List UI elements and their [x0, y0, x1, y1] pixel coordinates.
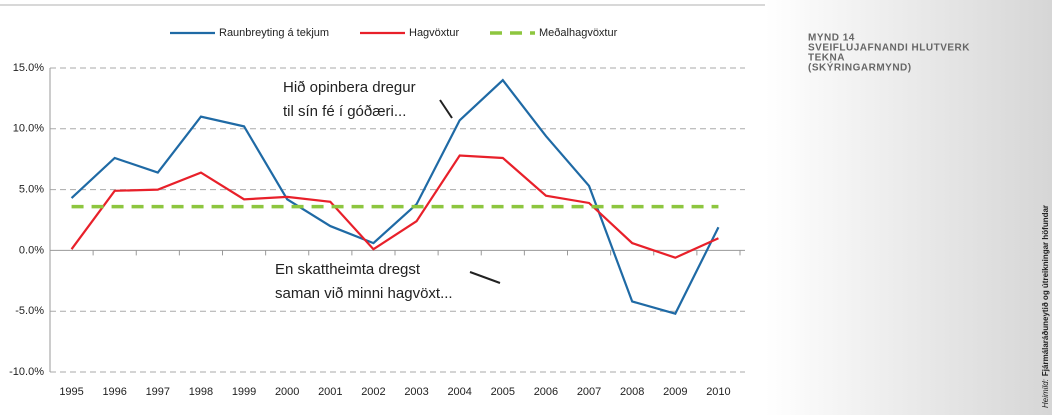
- source-text: Fjármálaráðuneytið og útreikningar höfun…: [1041, 205, 1050, 376]
- x-tick-label: 2006: [534, 386, 558, 398]
- annotation-pointer: [469, 271, 501, 284]
- x-tick-label: 2005: [491, 386, 515, 398]
- x-tick-label: 2009: [663, 386, 687, 398]
- y-tick-label: 10.0%: [13, 123, 44, 135]
- legend-label: Hagvöxtur: [409, 27, 459, 39]
- annotation-pointer: [439, 99, 453, 119]
- side-title: TEKNA: [808, 53, 845, 64]
- side-title: SVEIFLUJAFNANDI HLUTVERK: [808, 43, 970, 54]
- annotation: En skattheimta dregst: [275, 261, 421, 278]
- x-tick-label: 2010: [706, 386, 730, 398]
- x-tick-label: 2004: [447, 386, 471, 398]
- x-tick-label: 1997: [146, 386, 170, 398]
- source-label: Heimild:: [1041, 379, 1050, 408]
- y-tick-label: -10.0%: [9, 366, 44, 378]
- side-panel: [765, 0, 1052, 415]
- y-tick-label: 15.0%: [13, 62, 44, 74]
- x-tick-label: 2007: [577, 386, 601, 398]
- y-tick-label: 5.0%: [19, 184, 44, 196]
- x-tick-label: 1999: [232, 386, 256, 398]
- x-tick-label: 1996: [102, 386, 126, 398]
- x-tick-label: 1998: [189, 386, 213, 398]
- legend-label: Raunbreyting á tekjum: [219, 27, 329, 39]
- x-tick-label: 2003: [404, 386, 428, 398]
- annotation: Hið opinbera dregur: [283, 79, 416, 96]
- x-tick-label: 1995: [59, 386, 83, 398]
- annotation: til sín fé í góðæri...: [283, 103, 406, 120]
- x-tick-label: 2001: [318, 386, 342, 398]
- series-line: [70, 154, 719, 259]
- x-tick-label: 2002: [361, 386, 385, 398]
- y-tick-label: -5.0%: [15, 305, 44, 317]
- x-tick-label: 2000: [275, 386, 299, 398]
- series-line: [70, 78, 720, 315]
- y-tick-label: 0.0%: [19, 244, 44, 256]
- side-title: MYND 14: [808, 33, 855, 44]
- legend-label: Meðalhagvöxtur: [539, 27, 618, 39]
- annotation: saman við minni hagvöxt...: [275, 285, 453, 302]
- source: Heimild: Fjármálaráðuneytið og útreikning…: [1041, 205, 1050, 408]
- x-tick-label: 2008: [620, 386, 644, 398]
- side-title: (SKÝRINGARMYND): [808, 61, 912, 74]
